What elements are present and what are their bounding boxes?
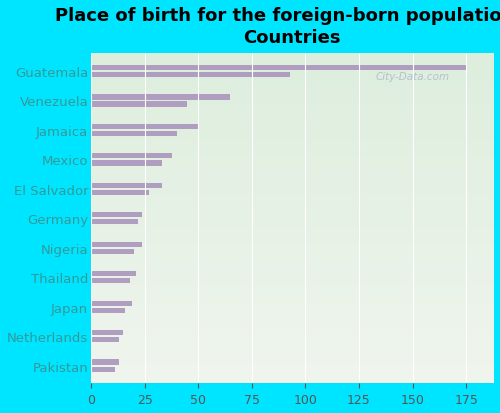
Bar: [91, 154, 172, 159]
Title: Place of birth for the foreign-born population -
Countries: Place of birth for the foreign-born popu…: [56, 7, 500, 47]
Text: City-Data.com: City-Data.com: [376, 72, 450, 82]
Bar: [91, 367, 114, 372]
Bar: [91, 271, 136, 277]
Bar: [91, 301, 132, 306]
Bar: [91, 124, 198, 130]
Bar: [91, 213, 142, 218]
Bar: [91, 95, 230, 100]
Bar: [91, 308, 126, 313]
Bar: [91, 337, 119, 342]
Bar: [91, 220, 138, 225]
Bar: [91, 249, 134, 254]
Bar: [91, 330, 123, 335]
Bar: [91, 102, 188, 107]
Bar: [91, 131, 177, 137]
Bar: [91, 183, 162, 188]
Bar: [91, 190, 149, 195]
Bar: [91, 242, 142, 247]
Bar: [91, 278, 130, 284]
Bar: [91, 66, 466, 71]
Bar: [91, 73, 290, 78]
Bar: [91, 360, 119, 365]
Bar: [91, 161, 162, 166]
